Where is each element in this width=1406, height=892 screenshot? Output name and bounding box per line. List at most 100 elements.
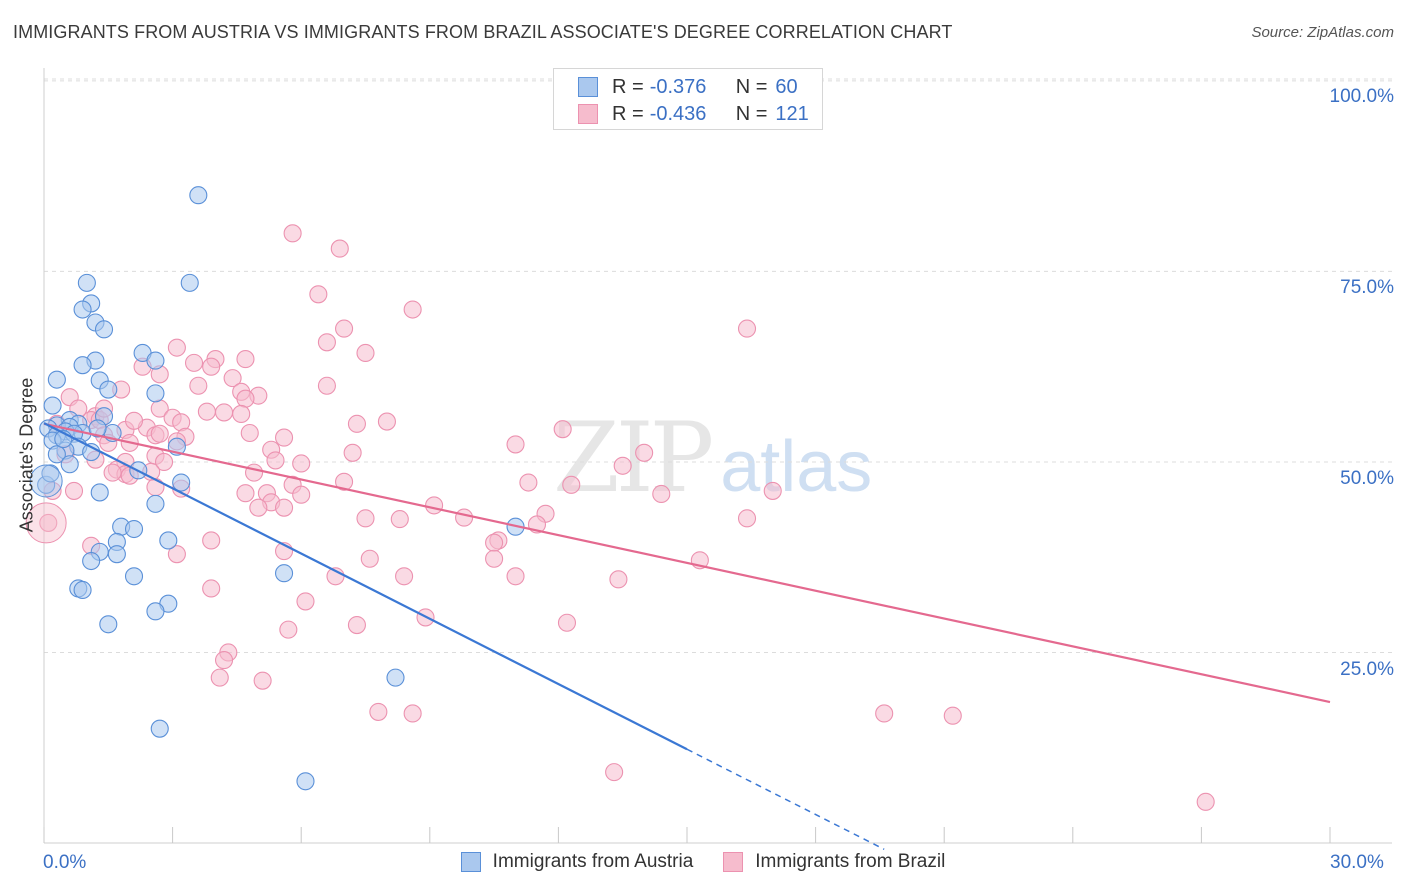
watermark-atlas: atlas: [720, 427, 873, 507]
brazil-point: [943, 706, 962, 725]
brazil-point: [1196, 792, 1215, 811]
brazil-point: [150, 424, 169, 443]
brazil-point: [377, 412, 396, 431]
y-tick-label: 25.0%: [1340, 659, 1394, 680]
brazil-point: [613, 456, 632, 475]
brazil-point: [292, 485, 311, 504]
brazil-point: [244, 463, 264, 482]
brazil-point: [519, 473, 538, 492]
legend-label-brazil: Immigrants from Brazil: [755, 851, 946, 872]
austria-point: [159, 531, 178, 550]
trendlines: [43, 422, 1331, 850]
brazil-point: [347, 615, 366, 635]
legend-row-brazil: R = -0.436 N = 121: [578, 102, 809, 126]
brazil-point: [485, 549, 504, 568]
brazil-point: [292, 454, 311, 473]
chart-title: IMMIGRANTS FROM AUSTRIA VS IMMIGRANTS FR…: [13, 22, 953, 42]
brazil-point: [485, 533, 504, 552]
brazil-point-large: [25, 502, 67, 544]
austria-point: [73, 356, 92, 375]
legend-item-brazil[interactable]: Immigrants from Brazil: [723, 851, 945, 873]
brazil-points: [25, 224, 1215, 811]
brazil-point: [506, 567, 525, 586]
brazil-point: [202, 579, 221, 598]
brazil-swatch: [578, 104, 598, 124]
austria-point: [146, 384, 165, 403]
brazil-point: [275, 498, 294, 517]
austria-point: [99, 380, 118, 399]
n-value: 121: [775, 102, 809, 125]
austria-swatch: [578, 77, 598, 97]
brazil-point: [236, 389, 255, 408]
brazil-point: [279, 620, 298, 639]
brazil-point: [356, 509, 375, 528]
brazil-point: [249, 498, 268, 517]
austria-points: [29, 186, 525, 791]
brazil-point: [197, 402, 216, 421]
austria-point: [124, 567, 144, 586]
brazil-point: [737, 509, 757, 528]
brazil-point: [240, 423, 259, 443]
austria-point: [180, 273, 199, 292]
brazil-point: [425, 496, 444, 515]
brazil-point: [506, 435, 525, 454]
legend-item-austria[interactable]: Immigrants from Austria: [460, 851, 693, 873]
brazil-point: [317, 376, 336, 395]
austria-point: [90, 483, 109, 502]
brazil-point: [356, 343, 375, 363]
brazil-point: [296, 592, 315, 611]
brazil-point: [253, 671, 272, 690]
brazil-point: [390, 510, 409, 529]
brazil-point: [455, 508, 474, 527]
brazil-point: [343, 443, 362, 462]
brazil-point: [214, 651, 234, 670]
n-label: N =: [735, 102, 768, 125]
x-tick-label-max: 30.0%: [1330, 852, 1384, 873]
austria-point: [124, 519, 144, 539]
austria-point: [275, 564, 294, 583]
stats-legend: R = -0.376 N = 60 R = -0.436 N = 121: [553, 68, 823, 130]
brazil-point: [202, 357, 221, 376]
austria-point-large: [29, 464, 63, 498]
brazil-point: [652, 484, 671, 504]
n-label: N =: [735, 75, 768, 98]
austria-trendline: [43, 422, 688, 751]
brazil-point: [167, 545, 186, 564]
brazil-point: [403, 300, 422, 319]
austria-point: [189, 186, 208, 205]
austria-point: [99, 615, 118, 634]
austria-point: [172, 473, 191, 492]
brazil-point: [309, 285, 328, 304]
x-tick-label-min: 0.0%: [43, 852, 87, 873]
brazil-point: [39, 513, 58, 532]
brazil-point: [360, 549, 379, 568]
brazil-point: [737, 319, 757, 338]
brazil-point: [609, 570, 628, 589]
brazil-point: [64, 481, 84, 500]
austria-point: [73, 580, 92, 600]
brazil-point: [395, 567, 414, 586]
austria-point: [41, 464, 60, 483]
brazil-point: [335, 472, 354, 491]
brazil-point: [347, 414, 366, 433]
austria-point: [60, 455, 79, 474]
brazil-point: [605, 763, 624, 782]
austria-point: [386, 668, 405, 687]
legend-row-austria: R = -0.376 N = 60: [578, 75, 798, 99]
austria-point: [94, 320, 114, 339]
brazil-point: [214, 403, 234, 422]
austria-point: [82, 551, 101, 571]
n-value: 60: [775, 75, 798, 98]
brazil-point: [266, 451, 285, 470]
austria-point: [47, 370, 66, 389]
brazil-point: [283, 224, 302, 243]
austria-point: [146, 602, 165, 621]
brazil-point: [103, 463, 122, 482]
brazil-point: [330, 239, 349, 258]
brazil-point: [763, 481, 782, 500]
brazil-point: [403, 704, 422, 723]
brazil-point: [146, 478, 165, 497]
austria-point: [88, 419, 107, 438]
brazil-swatch: [723, 852, 744, 872]
